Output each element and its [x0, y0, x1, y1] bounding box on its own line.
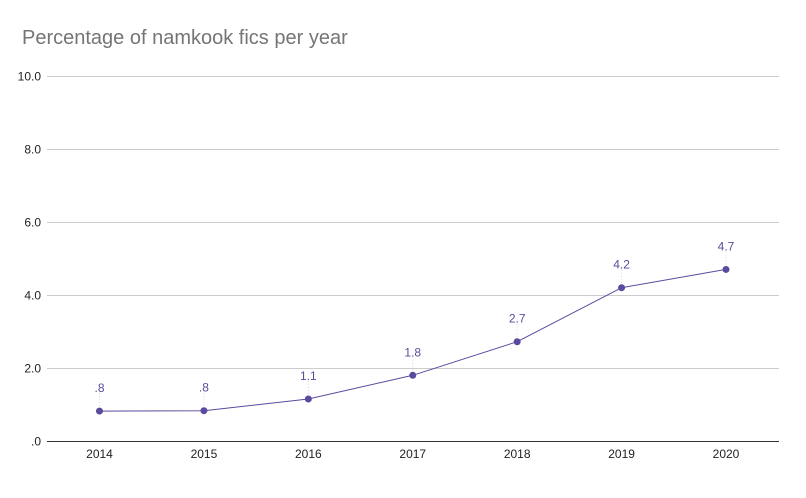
data-point	[96, 407, 103, 415]
data-point	[304, 395, 312, 403]
gridlines	[47, 76, 779, 442]
data-point	[200, 407, 208, 415]
y-tick-label: 8.0	[24, 143, 41, 157]
data-point	[513, 338, 521, 346]
x-tick-label: 2017	[399, 447, 426, 461]
x-tick-label: 2015	[191, 447, 218, 461]
series: .8 .8 1.1 1.8 2.7 4.2 4.7	[94, 239, 735, 415]
series-line	[99, 268, 727, 412]
x-tick-label: 2016	[295, 447, 322, 461]
y-axis-ticks: .0 2.0 4.0 6.0 8.0 10.0	[18, 70, 42, 449]
data-label: .8	[199, 381, 209, 395]
x-tick-label: 2019	[608, 447, 635, 461]
data-point	[722, 265, 730, 273]
y-tick-label: 10.0	[18, 70, 42, 84]
data-label: 4.2	[613, 258, 630, 272]
y-tick-label: 4.0	[24, 289, 41, 303]
data-label: .8	[94, 381, 104, 395]
x-axis-ticks: 2014 2015 2016 2017 2018 2019 2020	[86, 447, 740, 461]
data-point	[618, 284, 626, 292]
data-label: 4.7	[718, 239, 735, 253]
chart-title: Percentage of namkook fics per year	[22, 27, 348, 49]
y-tick-label: .0	[31, 435, 41, 449]
data-label: 1.8	[404, 345, 421, 359]
x-tick-label: 2014	[86, 447, 113, 461]
data-label: 2.7	[509, 312, 526, 326]
y-tick-label: 2.0	[24, 362, 41, 376]
data-point	[409, 371, 417, 379]
data-label: 1.1	[300, 369, 317, 383]
x-tick-label: 2020	[713, 447, 740, 461]
x-tick-label: 2018	[504, 447, 531, 461]
y-tick-label: 6.0	[24, 216, 41, 230]
